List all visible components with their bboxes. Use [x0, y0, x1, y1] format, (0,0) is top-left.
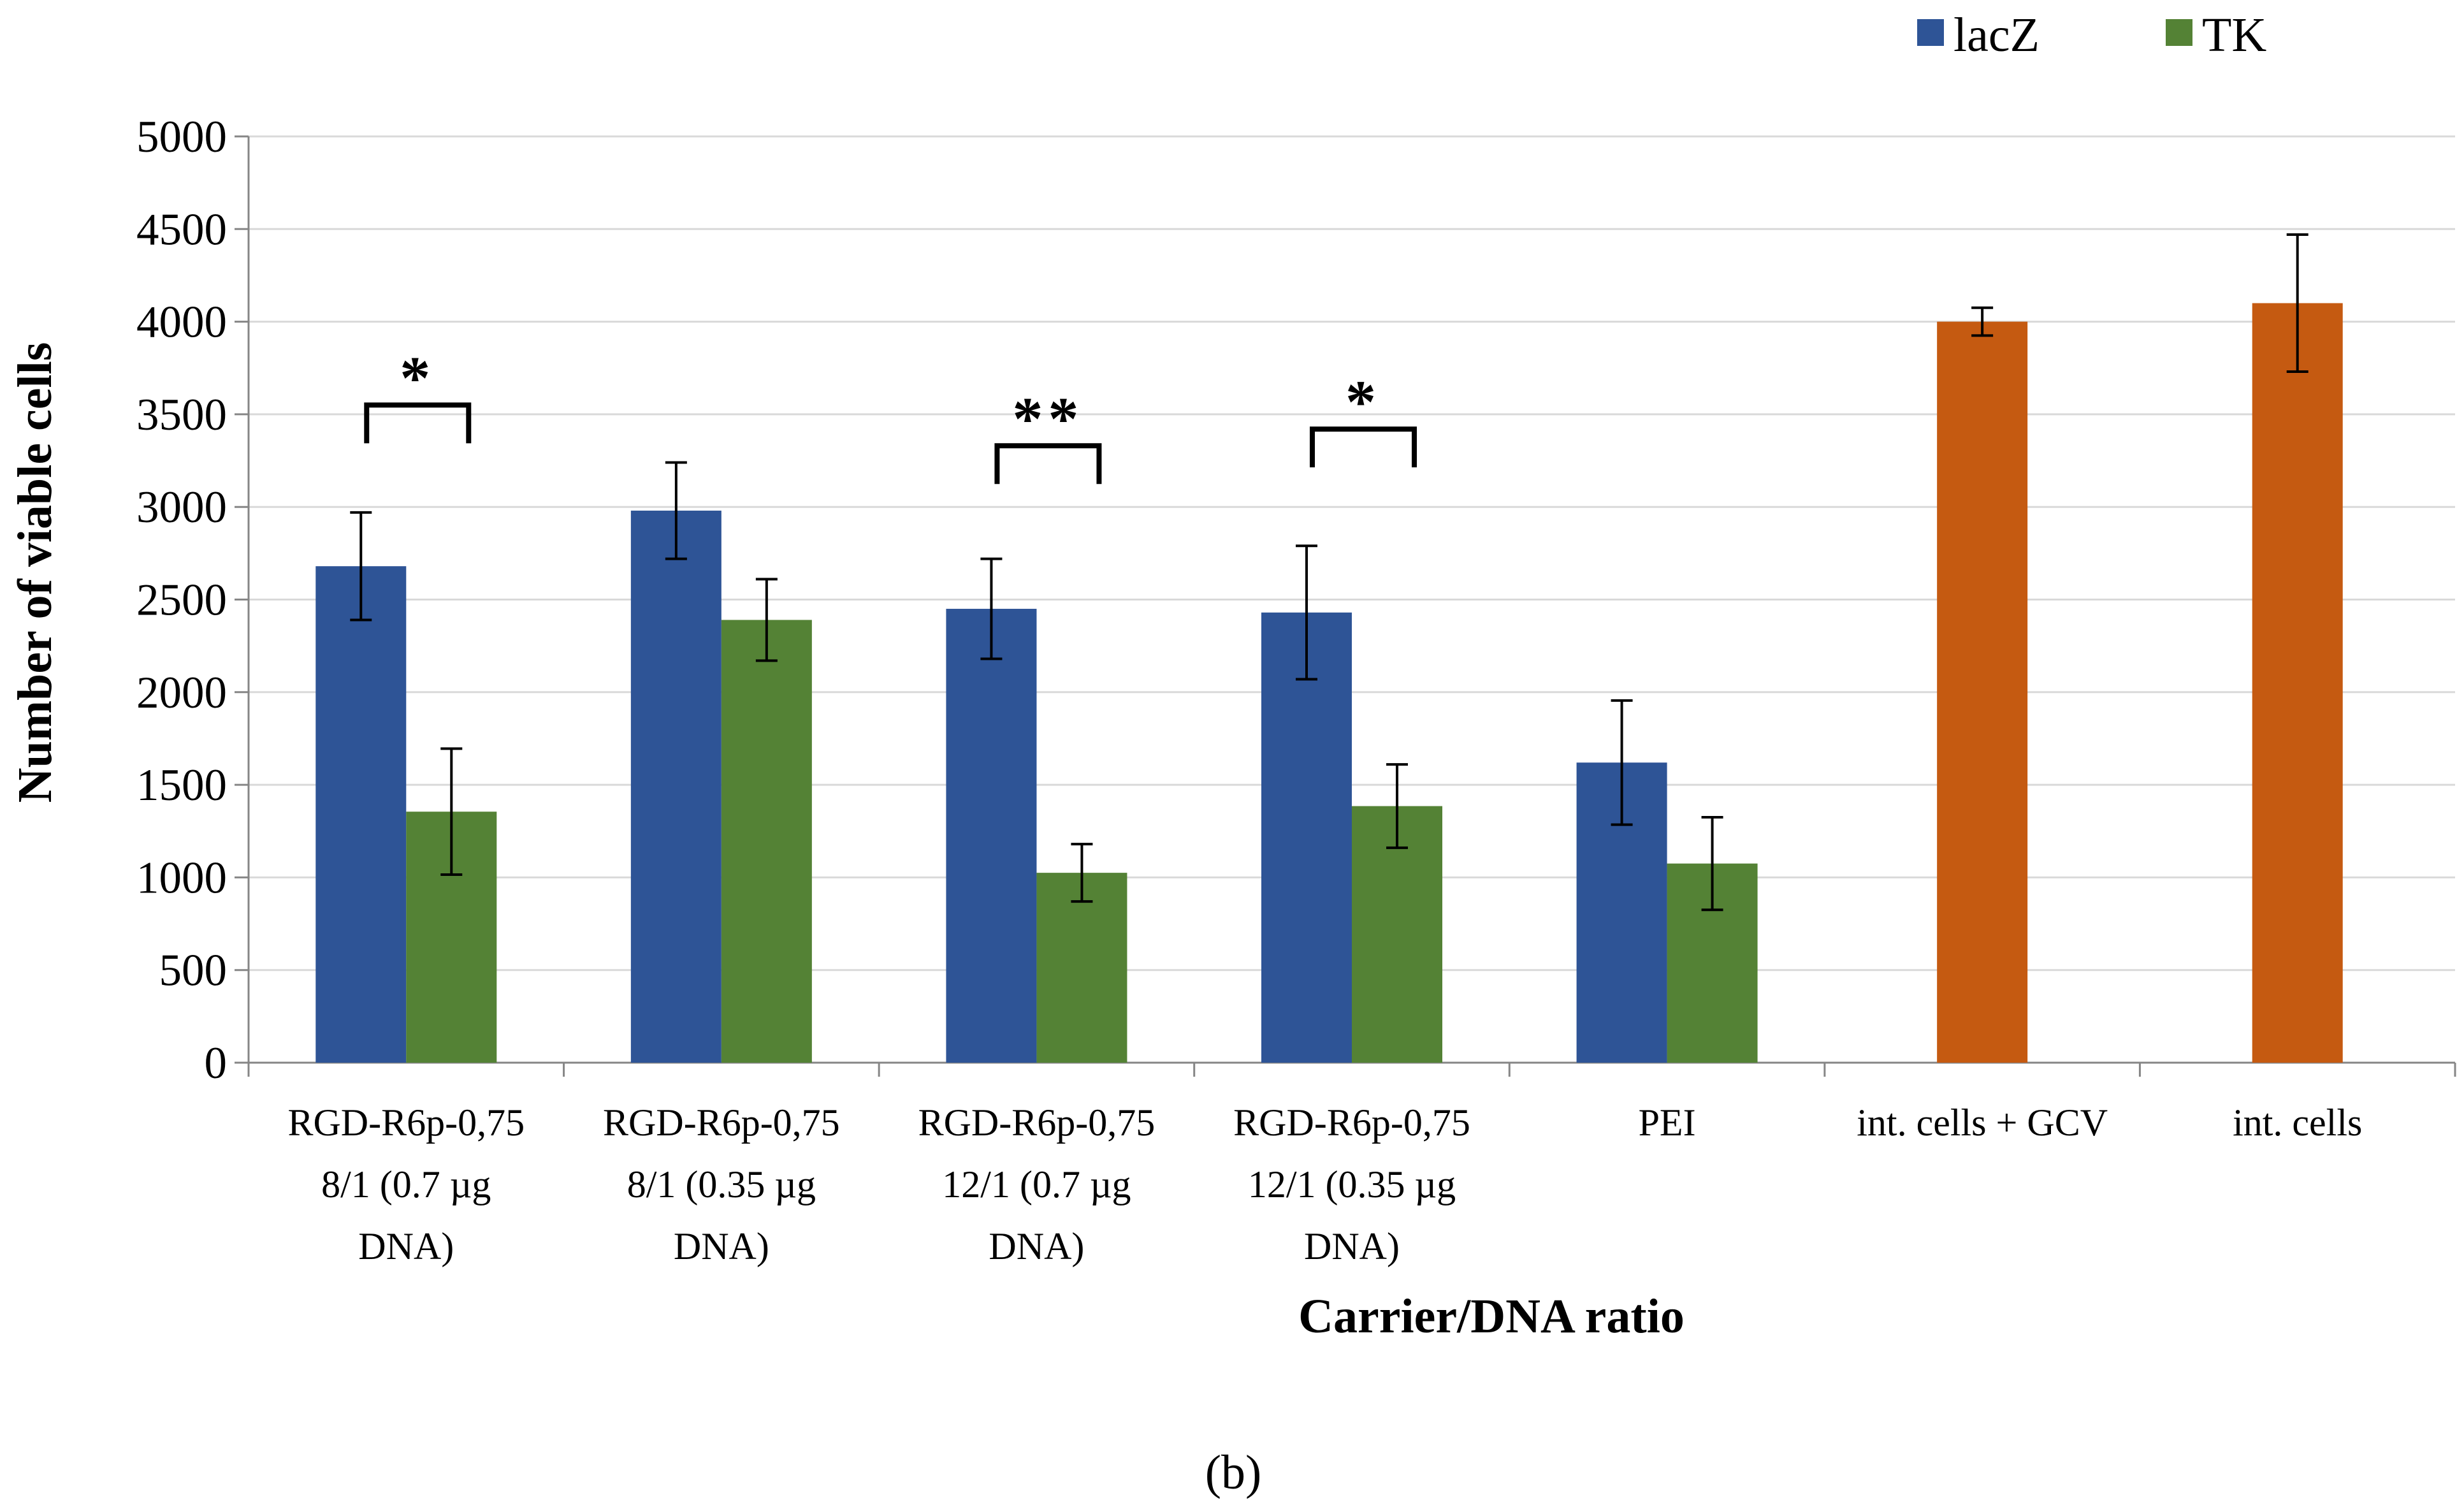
- bar-control-5: [1937, 321, 2028, 1063]
- bar-lacz-0: [315, 566, 407, 1063]
- x-category-label: PEI: [1639, 1102, 1696, 1144]
- y-tick-label: 1000: [136, 853, 227, 903]
- x-category-label: RGD-R6p-0,75: [287, 1102, 525, 1144]
- bar-lacz-2: [946, 609, 1037, 1063]
- x-category-label: DNA): [989, 1225, 1084, 1267]
- y-tick-label: 4500: [136, 205, 227, 254]
- y-tick-label: 500: [159, 946, 228, 996]
- legend: lacZ TK: [1917, 8, 2266, 62]
- x-category-label: RGD-R6p-0,75: [603, 1102, 840, 1144]
- bars: [315, 303, 2343, 1063]
- y-tick-label: 2000: [136, 668, 227, 718]
- significance-marker: *: [400, 344, 435, 412]
- x-axis-title: Carrier/DNA ratio: [1298, 1290, 1685, 1343]
- x-category-label: DNA): [1304, 1225, 1400, 1267]
- significance-bracket: [1310, 426, 1417, 468]
- bar-tk-2: [1036, 873, 1127, 1063]
- significance-brackets: *** *: [364, 344, 1417, 484]
- gridlines: [249, 135, 2455, 972]
- legend-label-lacz: lacZ: [1953, 8, 2040, 62]
- y-axis-title: Number of viable cells: [8, 342, 62, 803]
- legend-swatch-tk: [2166, 19, 2192, 46]
- y-tick-label: 3000: [136, 483, 227, 532]
- significance-marker: *: [1345, 368, 1381, 436]
- x-category-label: DNA): [674, 1225, 769, 1267]
- bar-lacz-1: [630, 511, 721, 1063]
- y-tick-label: 5000: [136, 112, 227, 162]
- x-category-label: int. cells: [2233, 1102, 2362, 1144]
- y-tick-label: 0: [205, 1038, 228, 1088]
- significance-bracket: [994, 443, 1102, 484]
- bar-lacz-3: [1261, 612, 1352, 1063]
- x-category-label: RGD-R6p-0,75: [1233, 1102, 1470, 1144]
- figure-caption: (b): [1205, 1446, 1262, 1499]
- x-category-label: 12/1 (0.7 µg: [942, 1163, 1131, 1205]
- x-category-label: 12/1 (0.35 µg: [1248, 1163, 1456, 1205]
- y-tick-label: 3500: [136, 390, 227, 440]
- x-category-label: 8/1 (0.35 µg: [627, 1163, 816, 1205]
- significance-marker: **: [1012, 384, 1083, 453]
- x-category-label: RGD-R6p-0,75: [918, 1102, 1156, 1144]
- y-tick-label: 2500: [136, 576, 227, 625]
- bar-tk-1: [721, 620, 812, 1063]
- significance-bracket: [364, 402, 472, 444]
- error-bars: [350, 233, 2308, 912]
- legend-label-tk: TK: [2202, 8, 2266, 62]
- x-category-label: 8/1 (0.7 µg: [321, 1163, 491, 1205]
- bar-control-6: [2252, 303, 2343, 1063]
- legend-swatch-lacz: [1917, 19, 1944, 46]
- y-tick-label: 1500: [136, 761, 227, 810]
- x-category-label: DNA): [358, 1225, 454, 1267]
- y-tick-label: 4000: [136, 298, 227, 347]
- x-category-label: int. cells + GCV: [1857, 1102, 2108, 1144]
- tick-labels: 0 500 1000 1500 2000 2500 3000 3500 4000 4500 5000…: [136, 112, 2362, 1267]
